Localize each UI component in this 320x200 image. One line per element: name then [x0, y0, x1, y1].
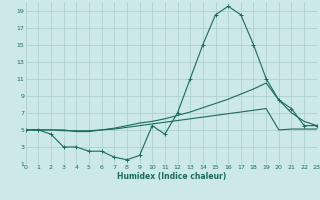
X-axis label: Humidex (Indice chaleur): Humidex (Indice chaleur) — [116, 172, 226, 181]
